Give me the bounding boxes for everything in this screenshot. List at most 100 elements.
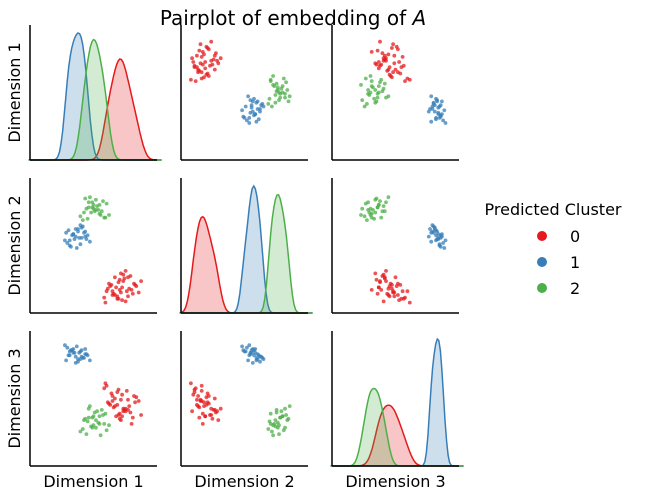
point-cluster-1 xyxy=(426,109,431,114)
axis-labels: Dimension 1 Dimension 1 Dimension 2 Dimensi… xyxy=(5,42,446,491)
point-cluster-1 xyxy=(83,229,88,234)
chart-title-italic: A xyxy=(410,6,426,30)
point-cluster-0 xyxy=(206,401,211,406)
point-cluster-2 xyxy=(80,427,85,431)
point-cluster-1 xyxy=(429,94,434,99)
point-cluster-0 xyxy=(396,47,400,52)
point-cluster-2 xyxy=(368,90,373,95)
point-cluster-0 xyxy=(199,399,204,403)
point-cluster-1 xyxy=(442,246,447,250)
point-cluster-2 xyxy=(281,76,286,81)
point-cluster-0 xyxy=(119,397,123,402)
point-cluster-1 xyxy=(247,116,252,120)
point-cluster-0 xyxy=(397,60,401,64)
point-cluster-2 xyxy=(286,99,291,104)
x-axis-label-3: Dimension 3 xyxy=(345,472,445,491)
point-cluster-2 xyxy=(270,429,274,434)
point-cluster-2 xyxy=(380,209,385,214)
point-cluster-0 xyxy=(378,279,382,283)
point-cluster-1 xyxy=(250,109,255,114)
panel-r1-c2 xyxy=(180,25,308,161)
point-cluster-1 xyxy=(67,243,72,248)
point-cluster-2 xyxy=(266,427,271,431)
point-cluster-1 xyxy=(73,354,78,359)
point-cluster-0 xyxy=(382,275,387,280)
point-cluster-0 xyxy=(117,416,122,421)
point-cluster-0 xyxy=(392,61,397,66)
point-cluster-0 xyxy=(200,411,205,416)
point-cluster-0 xyxy=(206,47,211,52)
point-cluster-1 xyxy=(65,345,70,350)
point-cluster-2 xyxy=(287,404,292,408)
point-cluster-2 xyxy=(271,83,275,87)
point-cluster-1 xyxy=(65,241,70,245)
point-cluster-0 xyxy=(198,61,203,66)
panel-r3-c1 xyxy=(29,331,157,467)
point-cluster-0 xyxy=(212,396,217,401)
point-cluster-2 xyxy=(360,98,365,102)
point-cluster-2 xyxy=(376,84,381,88)
legend-label: 0 xyxy=(570,227,580,246)
point-cluster-0 xyxy=(136,290,141,295)
kde-fill-cluster-1 xyxy=(330,339,464,466)
point-cluster-2 xyxy=(84,206,89,211)
point-cluster-0 xyxy=(400,55,405,59)
point-cluster-0 xyxy=(386,293,391,297)
point-cluster-1 xyxy=(67,353,72,358)
point-cluster-0 xyxy=(114,285,118,290)
point-cluster-0 xyxy=(199,70,204,75)
point-cluster-0 xyxy=(200,50,205,54)
point-cluster-0 xyxy=(407,300,412,305)
point-cluster-2 xyxy=(279,409,284,414)
point-cluster-0 xyxy=(192,63,197,68)
point-cluster-0 xyxy=(126,294,130,299)
point-cluster-0 xyxy=(102,386,107,391)
point-cluster-1 xyxy=(64,230,68,235)
point-cluster-1 xyxy=(76,357,80,361)
panel-r1-c3 xyxy=(331,25,459,161)
point-cluster-2 xyxy=(85,216,90,221)
point-cluster-1 xyxy=(66,228,71,233)
point-cluster-0 xyxy=(190,409,195,414)
point-cluster-0 xyxy=(210,416,215,421)
point-cluster-0 xyxy=(120,298,124,302)
point-cluster-2 xyxy=(102,422,107,426)
point-cluster-2 xyxy=(266,102,271,106)
point-cluster-2 xyxy=(362,104,367,109)
point-cluster-0 xyxy=(206,394,211,398)
point-cluster-1 xyxy=(247,121,252,125)
point-cluster-0 xyxy=(119,290,123,295)
point-cluster-0 xyxy=(378,39,382,44)
point-cluster-0 xyxy=(392,294,397,299)
point-cluster-0 xyxy=(123,269,128,273)
panel-r2-c3 xyxy=(331,178,459,314)
point-cluster-0 xyxy=(396,281,400,286)
point-cluster-0 xyxy=(403,79,407,83)
point-cluster-1 xyxy=(247,353,252,358)
point-cluster-0 xyxy=(401,63,406,68)
legend-marker xyxy=(537,283,547,293)
point-cluster-2 xyxy=(273,93,278,97)
point-cluster-1 xyxy=(249,103,254,108)
point-cluster-2 xyxy=(99,209,104,214)
point-cluster-2 xyxy=(274,81,279,86)
point-cluster-1 xyxy=(246,358,251,363)
point-cluster-2 xyxy=(280,84,285,88)
point-cluster-0 xyxy=(139,279,144,283)
legend-entry-2: 2 xyxy=(537,279,580,298)
legend-marker xyxy=(537,231,547,241)
point-cluster-0 xyxy=(195,397,199,402)
point-cluster-1 xyxy=(63,238,67,243)
point-cluster-1 xyxy=(253,350,258,355)
point-cluster-1 xyxy=(80,224,85,229)
point-cluster-0 xyxy=(136,399,141,403)
legend-marker xyxy=(537,257,547,267)
point-cluster-0 xyxy=(391,42,395,47)
kde-fill-cluster-0 xyxy=(330,405,464,466)
point-cluster-1 xyxy=(437,242,442,247)
point-cluster-1 xyxy=(78,242,83,247)
point-cluster-1 xyxy=(64,358,68,363)
point-cluster-2 xyxy=(375,95,380,100)
point-cluster-2 xyxy=(97,414,102,419)
point-cluster-2 xyxy=(104,201,109,206)
